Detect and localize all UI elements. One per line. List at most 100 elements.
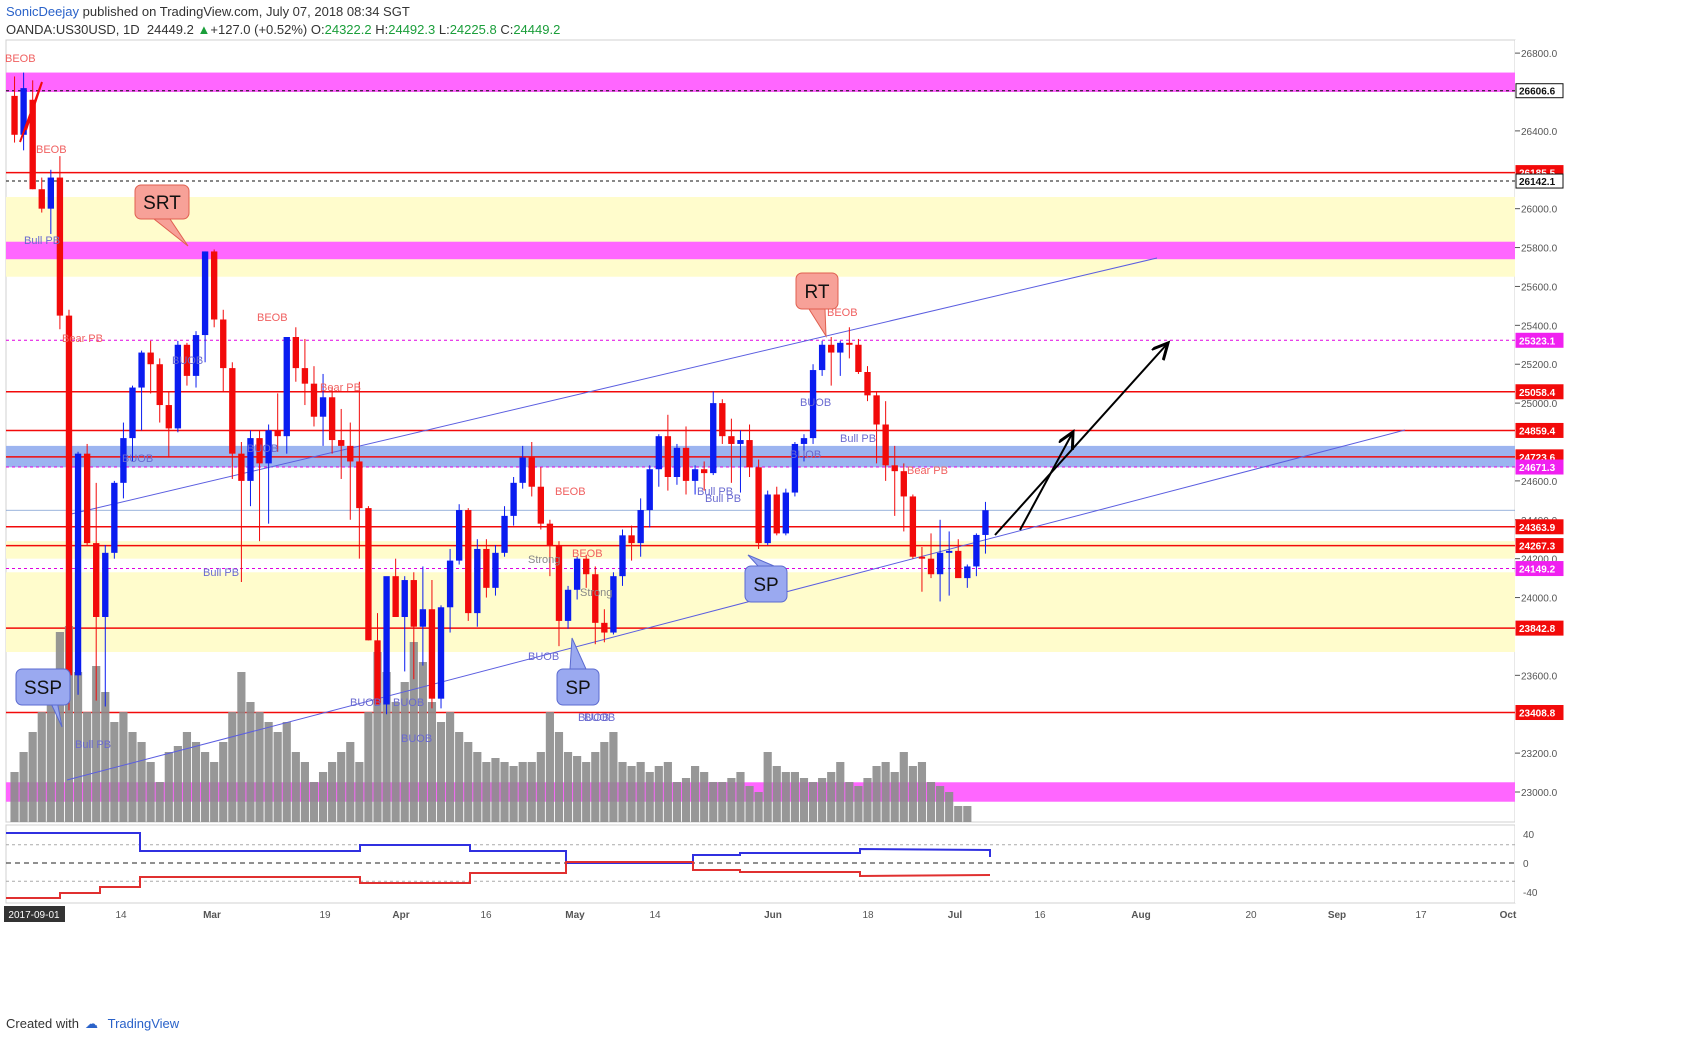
volume-bar <box>491 758 500 822</box>
candle-body <box>328 397 336 441</box>
annotation-label: BUOB <box>350 697 381 709</box>
tradingview-link[interactable]: TradingView <box>107 1016 180 1031</box>
volume-bar <box>790 772 799 822</box>
annotation-label: BEOB <box>827 307 858 319</box>
footer: Created with ☁ TradingView <box>6 1016 179 1032</box>
time-tick-label: May <box>565 910 585 921</box>
oscillator-tick-label: 40 <box>1523 830 1535 841</box>
open-label: O: <box>310 22 325 37</box>
candle-body <box>873 395 880 425</box>
price-tick-label: 24200.0 <box>1521 555 1558 566</box>
price-label-text: 23842.8 <box>1519 624 1556 635</box>
oscillator-red-line <box>6 861 991 899</box>
publish-info: SonicDeejay published on TradingView.com… <box>6 4 410 19</box>
price-label-text: 23408.8 <box>1519 709 1556 720</box>
volume-bar <box>627 766 636 822</box>
close-value: 24449.2 <box>513 22 561 37</box>
volume-bar <box>663 762 672 822</box>
volume-bar <box>273 732 282 822</box>
candle-body <box>519 457 526 483</box>
price-label-text: 25323.1 <box>1519 336 1556 347</box>
price-label-box <box>1515 705 1564 721</box>
callout-box <box>556 668 600 706</box>
volume-bar <box>300 762 309 822</box>
candle-body <box>664 436 672 477</box>
candle-body <box>837 342 844 353</box>
candle-body <box>446 560 454 608</box>
annotation-label: Strong <box>580 587 612 599</box>
author-name[interactable]: SonicDeejay <box>6 4 79 19</box>
tradingview-logo-icon[interactable]: ☁ <box>84 1016 98 1031</box>
candle-body <box>229 368 236 454</box>
candle-body <box>111 482 118 553</box>
candle-body <box>156 364 163 406</box>
volume-bar <box>128 732 137 822</box>
annotation-label: BUOB <box>790 449 821 461</box>
volume-bar <box>636 762 645 822</box>
time-tick-label: Apr <box>392 910 409 921</box>
volume-bar <box>19 752 28 822</box>
price-label-box <box>1515 83 1564 99</box>
candle-body <box>846 342 853 345</box>
candle-body <box>673 447 681 477</box>
annotation-label: Bear PB <box>320 382 361 394</box>
volume-bar <box>418 662 427 822</box>
volume-bar <box>364 712 373 822</box>
candle-body <box>265 430 272 464</box>
price-tick-label: 24600.0 <box>1521 477 1558 488</box>
volume-bar <box>73 672 83 822</box>
volume-bar <box>736 772 745 822</box>
volume-bar <box>291 752 300 822</box>
volume-bar <box>482 762 491 822</box>
candle-body <box>927 558 935 575</box>
volume-bar <box>554 732 564 822</box>
volume-bar <box>237 672 246 822</box>
close-label: C: <box>500 22 514 37</box>
volume-bar <box>436 722 446 822</box>
price-tick-label: 23000.0 <box>1521 788 1558 799</box>
volume-bar <box>727 778 736 822</box>
price-label-box <box>1515 332 1564 348</box>
time-tick-label: Mar <box>203 910 221 921</box>
volume-bar <box>908 766 917 822</box>
annotation-label: BEOB <box>257 312 288 324</box>
annotation-label: BEOB <box>36 144 67 156</box>
volume-bar <box>781 772 790 822</box>
volume-bar <box>745 786 754 822</box>
volume-bar <box>818 778 827 822</box>
annotation-label: BUOB <box>122 453 153 465</box>
volume-bar <box>881 762 890 822</box>
candle-body <box>964 566 971 579</box>
candle-body <box>83 453 91 544</box>
price-tick-label: 26000.0 <box>1521 205 1558 216</box>
volume-bar <box>536 752 545 822</box>
candle-body <box>356 461 363 509</box>
volume-bar <box>645 772 654 822</box>
volume-bar <box>382 672 391 822</box>
candle-body <box>682 447 690 481</box>
volume-bar <box>255 712 264 822</box>
symbol-info: OANDA:US30USD, 1D 24449.2 ▲+127.0 (+0.52… <box>6 22 560 37</box>
volume-bar <box>700 772 709 822</box>
candle-body <box>483 548 490 588</box>
volume-bar <box>917 762 927 822</box>
candle-body <box>474 548 481 614</box>
volume-bar <box>37 712 46 822</box>
open-value: 24322.2 <box>324 22 372 37</box>
candle-body <box>437 607 445 699</box>
last-price: 24449.2 <box>146 22 194 37</box>
volume-bar <box>836 762 845 822</box>
volume-bar <box>808 782 818 822</box>
price-tick-label: 23600.0 <box>1521 671 1558 682</box>
candle-body <box>310 383 318 417</box>
oscillator-tick-label: -40 <box>1523 888 1538 899</box>
volume-bar <box>83 712 92 822</box>
candle-body <box>183 344 191 376</box>
volume-bar <box>654 766 663 822</box>
time-tick-label: 18 <box>862 910 874 921</box>
trendline-lower <box>66 429 1406 781</box>
volume-bar <box>600 742 609 822</box>
candle-body <box>773 494 780 534</box>
candle-body <box>592 574 599 623</box>
